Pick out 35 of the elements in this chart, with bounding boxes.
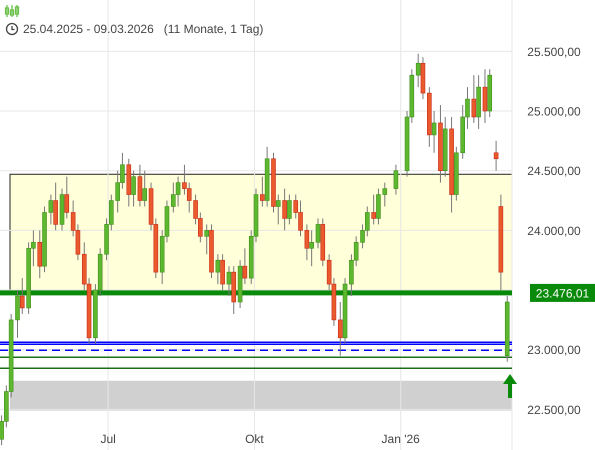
x-tick-label: Okt [245,432,264,446]
y-tick-label: 25.500,00 [527,44,582,59]
candlestick [482,68,488,124]
candlestick [204,224,210,255]
candlestick [282,188,287,231]
y-tick-label: 24.000,00 [527,224,582,238]
y-tick-label: 25.000,00 [527,104,582,119]
candlestick [53,182,58,231]
y-tick-label: 24.500,00 [527,164,582,178]
candlestick [242,248,248,285]
candlestick [472,74,476,124]
candlestick [131,170,136,207]
y-tick-label: 23.000,00 [527,343,582,358]
candlestick [220,254,225,291]
candlestick [394,164,398,196]
candlestick [216,254,220,285]
candlestick [64,176,70,219]
candlestick [432,110,436,154]
candlestick [37,230,42,279]
candlestick [494,140,498,172]
ref-line-label: 23.476,01 [536,286,590,300]
candlestick [142,170,147,207]
x-tick-label: Jan '26 [382,432,420,446]
candlestick [371,194,376,225]
candlestick [138,164,142,207]
text: 25.04.2025 - 09.03.2026 (11 Monate, 1 Tag) [23,22,264,36]
candlestick [416,53,420,88]
x-tick-label: Jul [100,432,116,446]
candlestick [276,194,281,225]
y-tick-label: 22.500,00 [527,402,582,417]
candlestick [20,278,25,314]
candlestick [287,194,292,225]
candlestick [338,301,343,356]
candlestick [260,176,265,207]
candlestick [226,266,232,297]
